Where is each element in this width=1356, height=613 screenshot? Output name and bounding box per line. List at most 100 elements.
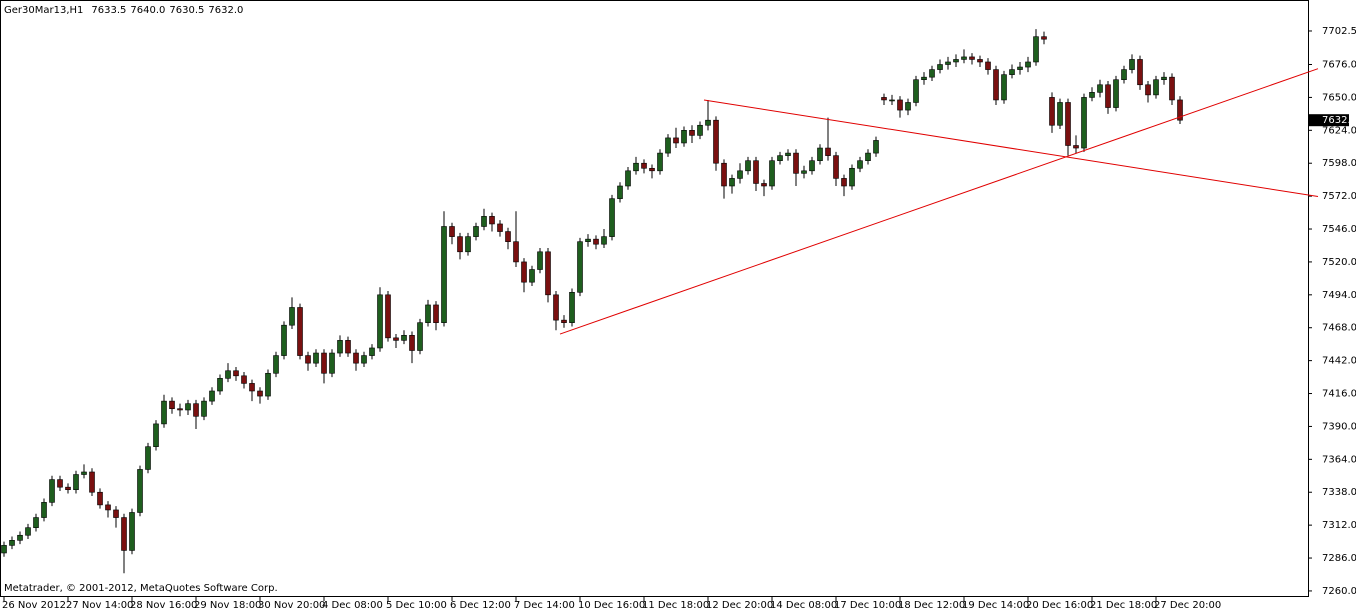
candle-body <box>697 124 703 136</box>
candle-body <box>1073 145 1079 149</box>
x-tick-label: 27 Dec 20:00 <box>1154 600 1221 611</box>
candle-body <box>745 160 751 172</box>
candle-body <box>457 236 463 253</box>
candle-body <box>265 372 271 397</box>
candle-body <box>153 423 159 447</box>
y-tick-label: 7650.0 <box>1322 92 1356 103</box>
candle-body <box>969 56 975 60</box>
candle-body <box>633 162 639 172</box>
candle-body <box>905 102 911 111</box>
candle-body <box>481 216 487 227</box>
candle-body <box>233 370 239 377</box>
candle-body <box>713 119 719 164</box>
candle-body <box>833 155 839 179</box>
candle-body <box>201 400 207 417</box>
candle-body <box>417 322 423 351</box>
candle-body <box>33 517 39 528</box>
x-tick-label: 4 Dec 08:00 <box>322 600 383 611</box>
candle-body <box>361 355 367 364</box>
candle-body <box>353 352 359 364</box>
candle-body <box>1105 84 1111 108</box>
x-tick-label: 20 Dec 16:00 <box>1026 600 1093 611</box>
candle-body <box>841 178 847 187</box>
candle-body <box>1065 102 1071 146</box>
candle-body <box>961 56 967 60</box>
candle-body <box>329 352 335 374</box>
candle-body <box>521 261 527 283</box>
candle-body <box>1025 61 1031 68</box>
plot <box>1 29 1183 574</box>
candle-body <box>1137 59 1143 86</box>
y-tick-label: 7624.0 <box>1322 125 1356 136</box>
candle-body <box>657 152 663 172</box>
x-tick-label: 10 Dec 16:00 <box>578 600 645 611</box>
candle-body <box>1177 99 1183 121</box>
candle-body <box>849 167 855 187</box>
symbol: Ger30Mar13,H1 <box>4 5 83 16</box>
y-tick-label: 7442.0 <box>1322 356 1356 367</box>
header-value: 7632.0 <box>208 5 243 16</box>
candle-body <box>113 509 119 518</box>
y-tick-label: 7338.0 <box>1322 487 1356 498</box>
candle-body <box>1017 66 1023 70</box>
candle-body <box>577 241 583 293</box>
candle-body <box>913 79 919 103</box>
trendline <box>559 68 1319 335</box>
candle-body <box>673 137 679 144</box>
candle-body <box>73 474 79 491</box>
candle-body <box>777 155 783 161</box>
candle-body <box>929 69 935 78</box>
candle-body <box>57 479 63 488</box>
candle-body <box>257 390 263 397</box>
candle-body <box>889 99 895 102</box>
chart-title: Ger30Mar13,H1 7633.5 7640.0 7630.5 7632.0 <box>4 5 243 16</box>
candle-body <box>953 59 959 63</box>
candle-body <box>137 469 143 513</box>
candle-body <box>17 534 23 541</box>
candle-body <box>25 527 31 536</box>
candle-body <box>241 375 247 384</box>
candle-body <box>385 294 391 339</box>
candle-body <box>553 294 559 321</box>
candle-body <box>105 504 111 511</box>
candle-body <box>753 160 759 184</box>
x-tick-label: 27 Nov 14:00 <box>66 600 133 611</box>
candle-body <box>625 170 631 187</box>
candle-body <box>513 241 519 263</box>
candle-body <box>1129 59 1135 70</box>
candle-body <box>993 69 999 101</box>
candle-body <box>529 269 535 283</box>
y-tick-label: 7260.0 <box>1322 586 1356 597</box>
candle-body <box>377 294 383 349</box>
candle-body <box>897 99 903 111</box>
candle-body <box>561 319 567 323</box>
x-tick-label: 6 Dec 12:00 <box>450 600 511 611</box>
y-tick-label: 7520.0 <box>1322 257 1356 268</box>
candle-body <box>705 119 711 126</box>
y-tick-label: 7494.0 <box>1322 290 1356 301</box>
candle-body <box>1057 102 1063 126</box>
trendline <box>703 99 1319 198</box>
price-tag <box>1309 114 1349 127</box>
candle-body <box>89 471 95 493</box>
candle-body <box>977 59 983 63</box>
candle-body <box>65 486 71 491</box>
candle-body <box>785 152 791 156</box>
candle-body <box>921 76 927 80</box>
x-tick-label: 19 Dec 14:00 <box>962 600 1029 611</box>
candle-body <box>145 446 151 470</box>
candle-body <box>497 223 503 232</box>
candle-body <box>489 216 495 225</box>
header-value: 7630.5 <box>169 5 204 16</box>
x-tick-label: 30 Nov 20:00 <box>258 600 325 611</box>
candle-body <box>449 226 455 237</box>
candle-body <box>769 160 775 187</box>
y-tick-label: 7676.0 <box>1322 60 1356 71</box>
x-tick-label: 12 Dec 20:00 <box>706 600 773 611</box>
candle-body <box>729 178 735 187</box>
y-tick-label: 7598.0 <box>1322 158 1356 169</box>
candle-body <box>217 378 223 392</box>
y-tick-label: 7546.0 <box>1322 224 1356 235</box>
candle-body <box>1169 76 1175 101</box>
